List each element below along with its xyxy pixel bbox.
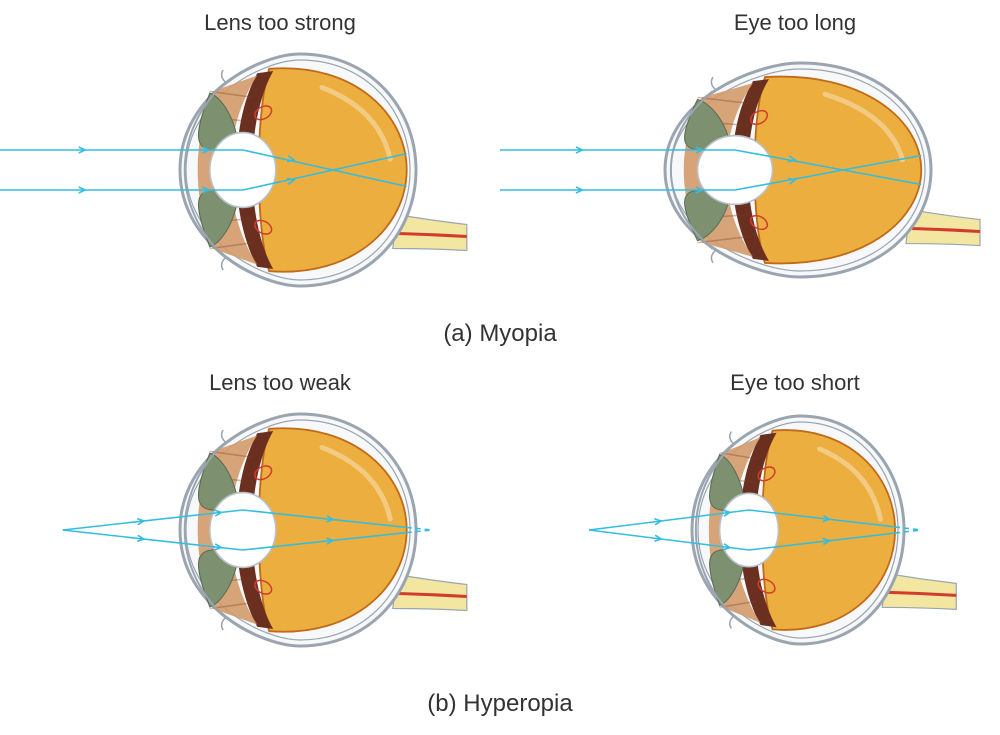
label-hyperopia-lens: Lens too weak <box>180 370 380 396</box>
panel-myopia-long: Eye too long <box>500 40 1000 300</box>
eye-diagram-hyperopia-short <box>500 400 1000 660</box>
section-label-a: (a) Myopia <box>400 320 600 348</box>
label-hyperopia-short: Eye too short <box>695 370 895 396</box>
eye-diagram-hyperopia-lens <box>0 400 500 660</box>
section-label-b: (b) Hyperopia <box>400 690 600 718</box>
eye-diagram-myopia-lens <box>0 40 500 300</box>
label-myopia-lens: Lens too strong <box>180 10 380 36</box>
panel-hyperopia-short: Eye too short <box>500 400 1000 660</box>
panel-myopia-lens: Lens too strong <box>0 40 500 300</box>
panel-hyperopia-lens: Lens too weak <box>0 400 500 660</box>
label-myopia-long: Eye too long <box>695 10 895 36</box>
eye-diagram-myopia-long <box>500 40 1000 300</box>
